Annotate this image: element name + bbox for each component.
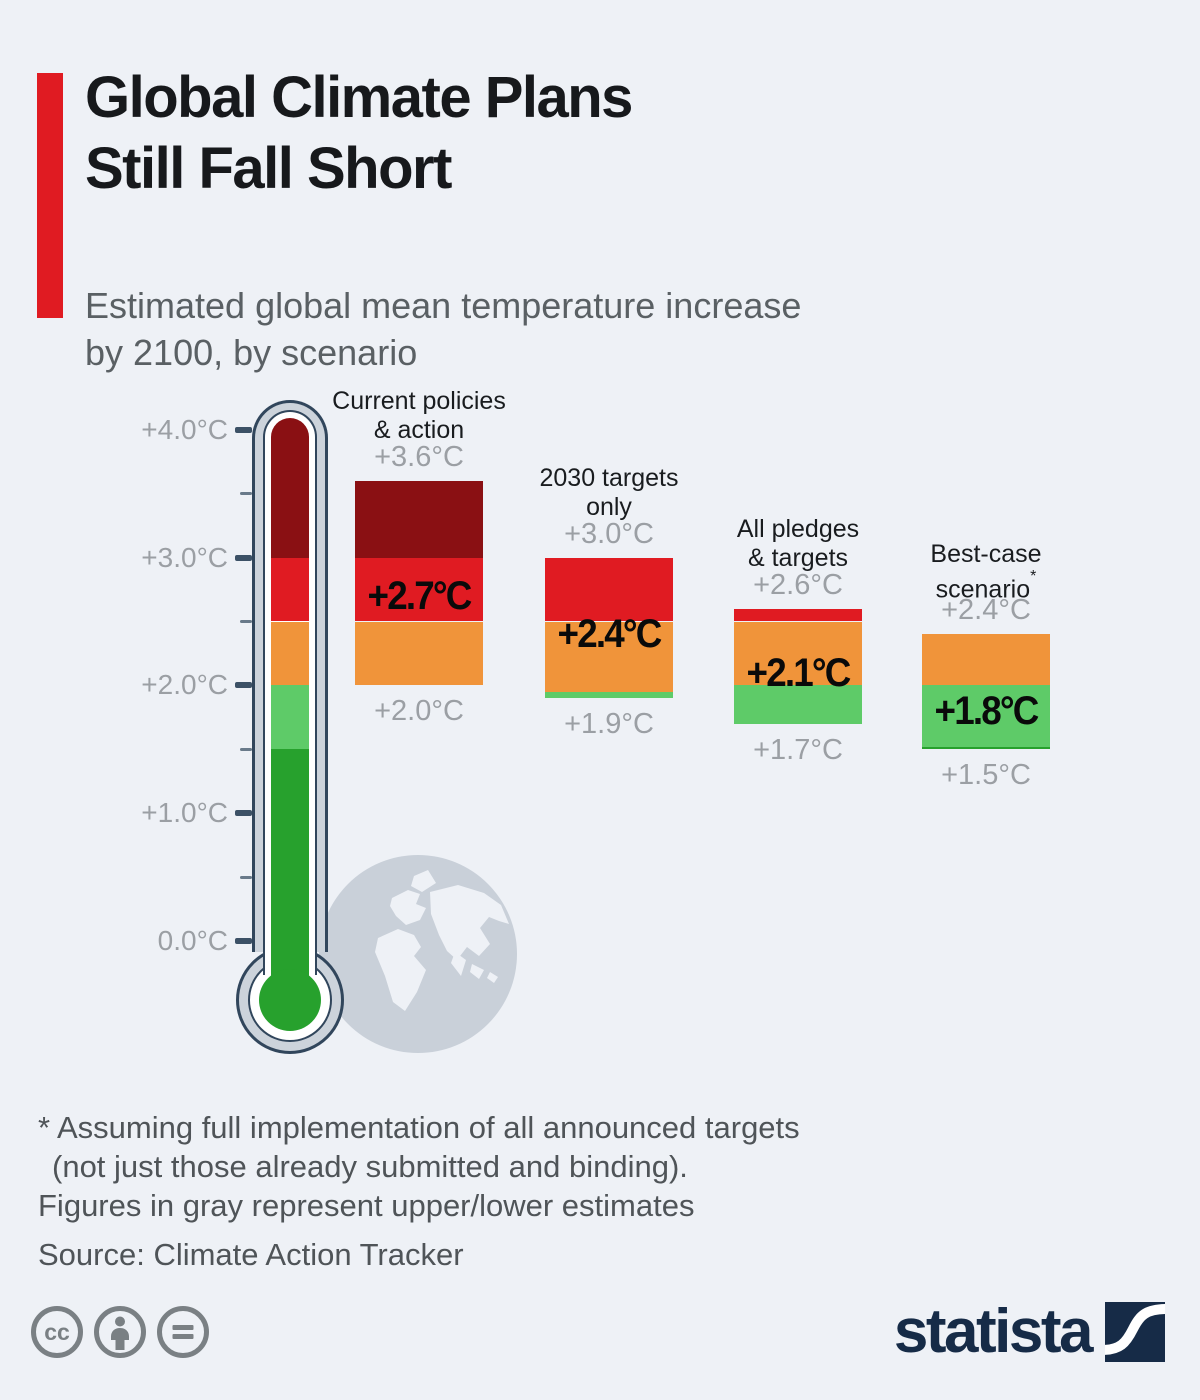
axis-tick-minor (240, 620, 252, 623)
scenario-title: 2030 targets only (469, 464, 749, 522)
brand-wordmark: statista (893, 1297, 1094, 1366)
axis-tick-minor (240, 875, 252, 879)
page-subtitle-line2: by 2100, by scenario (85, 332, 418, 373)
upper-estimate-label: +3.0°C (564, 517, 654, 550)
axis-tick-major (235, 682, 252, 689)
brand-logo: statista (894, 1296, 1165, 1367)
bar-segment (922, 634, 1050, 686)
axis-tick-major (235, 938, 252, 944)
axis-tick-label: 0.0°C (157, 925, 228, 956)
axis-tick-label: +1.0°C (141, 797, 228, 829)
scenario-title-line: All pledges (736, 514, 860, 543)
chart-area: +4.0°C +3.0°C +2.0°C +1.0°C 0.0°C Current pol… (141, 387, 1126, 1054)
bar-segment (545, 621, 673, 692)
lower-estimate-label: +1.7°C (753, 733, 843, 766)
globe-continents (375, 870, 509, 1011)
bar-segment (355, 480, 483, 558)
scenario-title-line: only (586, 492, 632, 521)
accent-bar (37, 73, 63, 318)
source-line: Source: Climate Action Tracker (38, 1237, 464, 1272)
axis-tick-major (235, 554, 252, 561)
footnote-line1: * Assuming full implementation of all an… (38, 1110, 800, 1145)
axis-tick-minor (240, 747, 252, 751)
thermometer-band (271, 557, 309, 622)
bar-segment (545, 557, 673, 622)
axis-tick-major (235, 426, 252, 433)
page-title-line2: Still Fall Short (85, 136, 452, 201)
central-value-label: +2.1°C (746, 650, 852, 695)
lower-estimate-label: +1.5°C (941, 759, 1031, 792)
scenario-title-line: 2030 targets (539, 463, 679, 492)
cc-icon: cc (31, 1306, 83, 1358)
upper-estimate-label: +2.6°C (753, 568, 843, 601)
globe-graphic (319, 855, 517, 1053)
scenario-title: All pledges & targets (658, 515, 938, 573)
scenario-title-line: & action (373, 415, 465, 444)
footnote-line3: Figures in gray represent upper/lower es… (38, 1188, 695, 1223)
axis-tick-major (235, 810, 252, 817)
thermometer-fill (271, 418, 309, 1006)
cc-attribution-icon (94, 1306, 146, 1358)
scenario-title-line: Best-case (930, 540, 1042, 569)
svg-text:cc: cc (44, 1319, 70, 1345)
cc-no-derivatives-icon (157, 1306, 209, 1358)
central-value-label: +1.8°C (934, 689, 1040, 733)
axis-tick-label: +4.0°C (141, 413, 228, 445)
central-value-label: +2.7°C (367, 573, 473, 618)
scenario-title-line: & targets (747, 543, 849, 572)
thermometer-band (271, 621, 309, 686)
bar-segment (355, 557, 483, 622)
lower-estimate-label: +2.0°C (374, 695, 464, 728)
bar-segment (355, 621, 483, 686)
brand-logo-mark (1105, 1301, 1165, 1362)
thermometer-band (271, 418, 309, 558)
bar-segment (922, 746, 1050, 750)
license-icon-row: cc (30, 1305, 210, 1359)
bar-segment (922, 685, 1050, 747)
scenario-title-line: Current policies (332, 386, 506, 415)
page-title: Global Climate Plans Still Fall Short (85, 62, 633, 204)
axis-tick-label: +2.0°C (141, 669, 228, 701)
lower-estimate-label: +1.9°C (564, 708, 654, 741)
page-subtitle-line1: Estimated global mean temperature increa… (85, 285, 802, 326)
central-value-label: +2.4°C (557, 612, 663, 657)
scenario-title: Current policies & action (279, 387, 559, 445)
scenario-title-asterisk: * (1030, 568, 1037, 586)
thermometer-band (271, 685, 309, 750)
thermometer-bulb-fill (259, 969, 321, 1031)
upper-estimate-label: +3.6°C (374, 440, 464, 473)
footnote-block: * Assuming full implementation of all an… (38, 1108, 800, 1274)
axis-tick-minor (240, 492, 252, 496)
bar-segment (734, 621, 862, 686)
scenario-title: Best-case scenario* (846, 540, 1126, 604)
thermometer-band (271, 749, 309, 1006)
scenario-title-line: scenario* (935, 568, 1037, 604)
page-subtitle: Estimated global mean temperature increa… (85, 282, 801, 376)
axis-tick-label: +3.0°C (141, 541, 228, 573)
bar-segment (734, 685, 862, 724)
page-title-line1: Global Climate Plans (85, 65, 633, 130)
footnote-line2: (not just those already submitted and bi… (52, 1149, 688, 1184)
bar-segment (734, 608, 862, 622)
upper-estimate-label: +2.4°C (941, 594, 1031, 627)
bar-segment (545, 691, 673, 699)
